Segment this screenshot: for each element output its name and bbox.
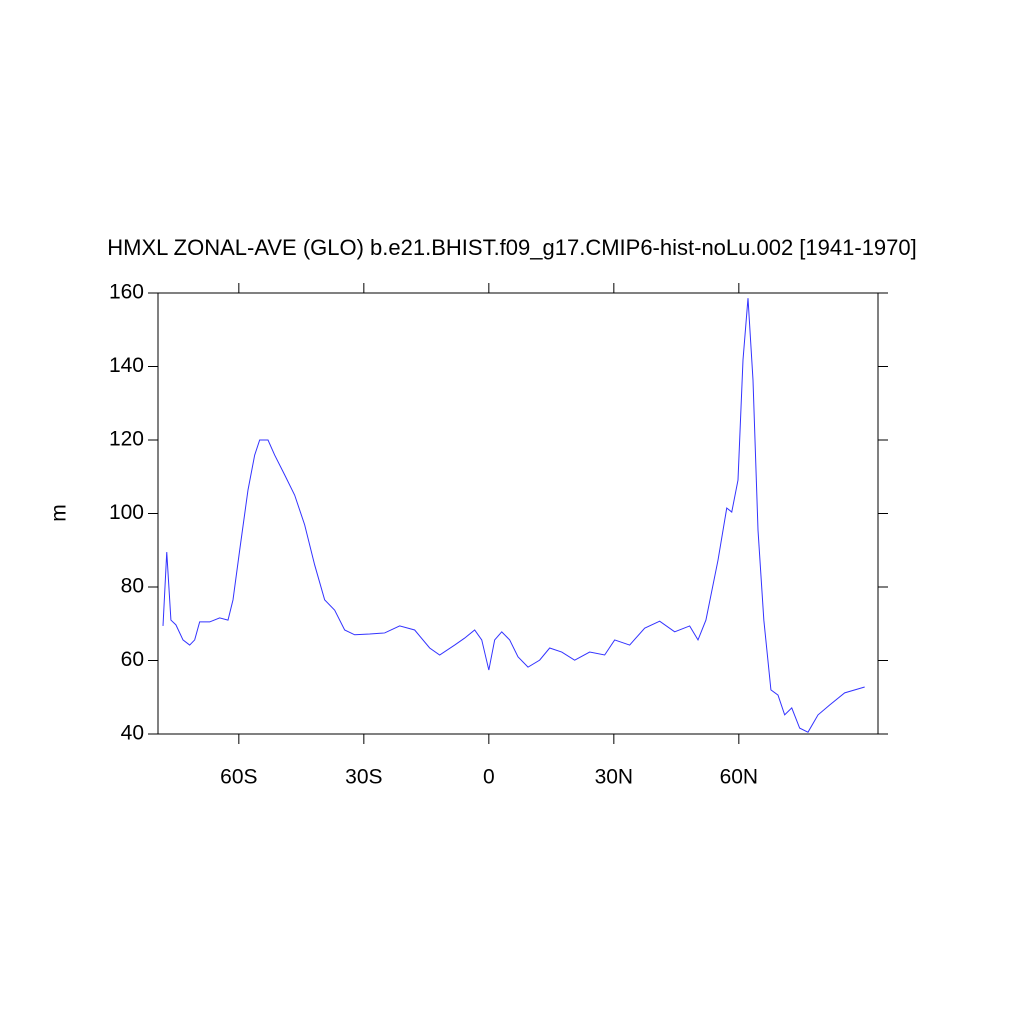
- x-tick-label: 30S: [345, 766, 382, 789]
- y-tick-label: 40: [121, 722, 144, 745]
- chart-title: HMXL ZONAL-AVE (GLO) b.e21.BHIST.f09_g17…: [107, 235, 917, 260]
- y-axis-label: m: [48, 504, 71, 522]
- x-tick-label: 60N: [720, 766, 759, 789]
- data-line: [162, 298, 865, 733]
- x-tick-label: 0: [483, 766, 495, 789]
- y-tick-label: 80: [121, 575, 144, 598]
- y-tick-label: 160: [109, 281, 144, 304]
- x-tick-label: 30N: [595, 766, 634, 789]
- y-tick-label: 140: [109, 354, 144, 377]
- y-tick-label: 60: [121, 648, 144, 671]
- plot-frame: [157, 292, 879, 735]
- y-tick-label: 120: [109, 428, 144, 451]
- x-tick-label: 60S: [220, 766, 257, 789]
- y-tick-label: 100: [109, 501, 144, 524]
